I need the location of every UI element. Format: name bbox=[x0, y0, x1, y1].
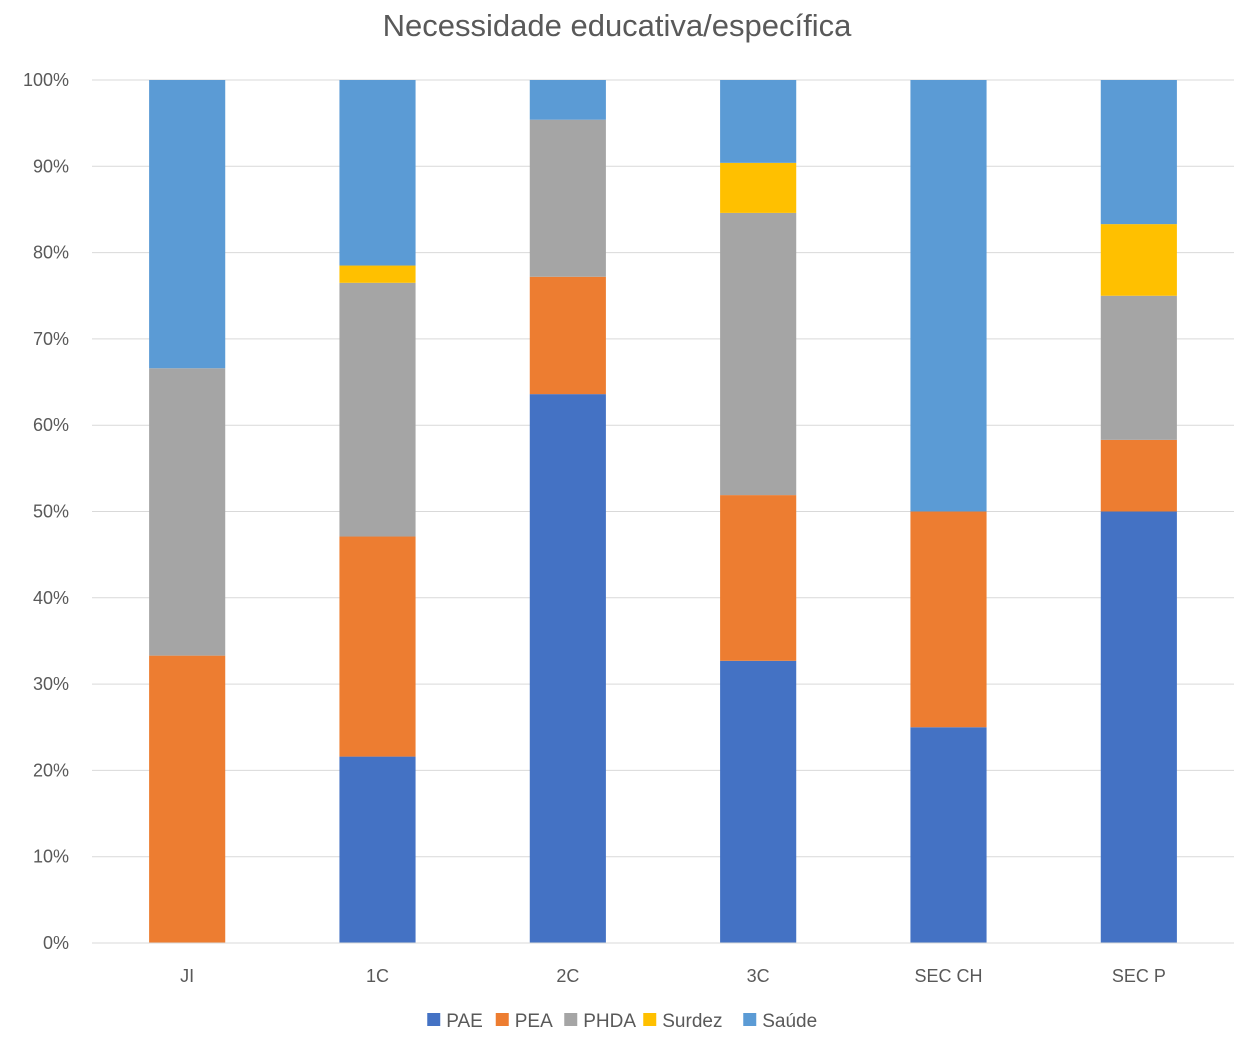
bar-segment-pea bbox=[149, 655, 226, 943]
x-tick-label: 3C bbox=[747, 966, 770, 986]
bar-segment-pea bbox=[529, 276, 606, 395]
legend: PAE PEA PHDA Surdez Saúde bbox=[427, 1011, 817, 1032]
x-tick-label: 1C bbox=[366, 966, 389, 986]
legend-swatch bbox=[495, 1013, 509, 1026]
bar-segment-surdez bbox=[339, 265, 416, 283]
bar-segment-saúde bbox=[1100, 80, 1177, 225]
bars bbox=[149, 80, 1177, 944]
x-tick-label: JI bbox=[180, 966, 194, 986]
legend-label: PAE bbox=[446, 1011, 483, 1032]
y-tick-label: 90% bbox=[33, 156, 69, 176]
bar-segment-pea bbox=[720, 495, 797, 661]
bar-segment-saúde bbox=[910, 80, 987, 512]
x-tick-label: 2C bbox=[556, 966, 579, 986]
legend-label: Saúde bbox=[762, 1011, 817, 1032]
bar-segment-pae bbox=[910, 727, 987, 943]
y-tick-label: 10% bbox=[33, 847, 69, 867]
legend-label: PHDA bbox=[583, 1011, 636, 1032]
y-tick-label: 80% bbox=[33, 243, 69, 263]
bar-segment-saúde bbox=[339, 80, 416, 266]
legend-swatch bbox=[427, 1013, 441, 1026]
bar-segment-pea bbox=[910, 511, 987, 728]
x-tick-label: SEC CH bbox=[914, 966, 982, 986]
bar-segment-pea bbox=[339, 536, 416, 757]
bar-segment-phda bbox=[149, 368, 226, 656]
y-tick-label: 20% bbox=[33, 760, 69, 780]
y-tick-label: 50% bbox=[33, 502, 69, 522]
x-tick-label: SEC P bbox=[1112, 966, 1166, 986]
axes: 0% 10% 20% 30% 40% 50% 60% 70% 80% 90% 100% JI 1C 2C 3… bbox=[23, 70, 1234, 986]
bar-segment-saúde bbox=[720, 80, 797, 163]
bar-segment-surdez bbox=[720, 162, 797, 213]
bar-segment-pae bbox=[1100, 511, 1177, 943]
y-tick-label: 100% bbox=[23, 70, 69, 90]
gridlines bbox=[92, 79, 1234, 858]
legend-swatch bbox=[564, 1013, 578, 1026]
y-tick-label: 30% bbox=[33, 674, 69, 694]
legend-swatch bbox=[643, 1013, 657, 1026]
bar-segment-pae bbox=[529, 394, 606, 944]
y-tick-label: 40% bbox=[33, 588, 69, 608]
legend-swatch bbox=[743, 1013, 757, 1026]
bar-segment-phda bbox=[339, 282, 416, 537]
chart-title: Necessidade educativa/específica bbox=[382, 8, 852, 43]
legend-label: PEA bbox=[515, 1011, 553, 1032]
bar-segment-pae bbox=[339, 756, 416, 943]
y-tick-label: 0% bbox=[43, 933, 69, 953]
bar-segment-pea bbox=[1100, 439, 1177, 512]
bar-segment-saúde bbox=[529, 80, 606, 120]
bar-segment-saúde bbox=[149, 80, 226, 369]
y-tick-label: 60% bbox=[33, 415, 69, 435]
bar-segment-surdez bbox=[1100, 224, 1177, 296]
y-tick-label: 70% bbox=[33, 329, 69, 349]
bar-segment-phda bbox=[720, 212, 797, 496]
bar-segment-pae bbox=[720, 660, 797, 943]
bar-segment-phda bbox=[529, 119, 606, 277]
legend-label: Surdez bbox=[662, 1011, 722, 1032]
bar-segment-phda bbox=[1100, 295, 1177, 440]
